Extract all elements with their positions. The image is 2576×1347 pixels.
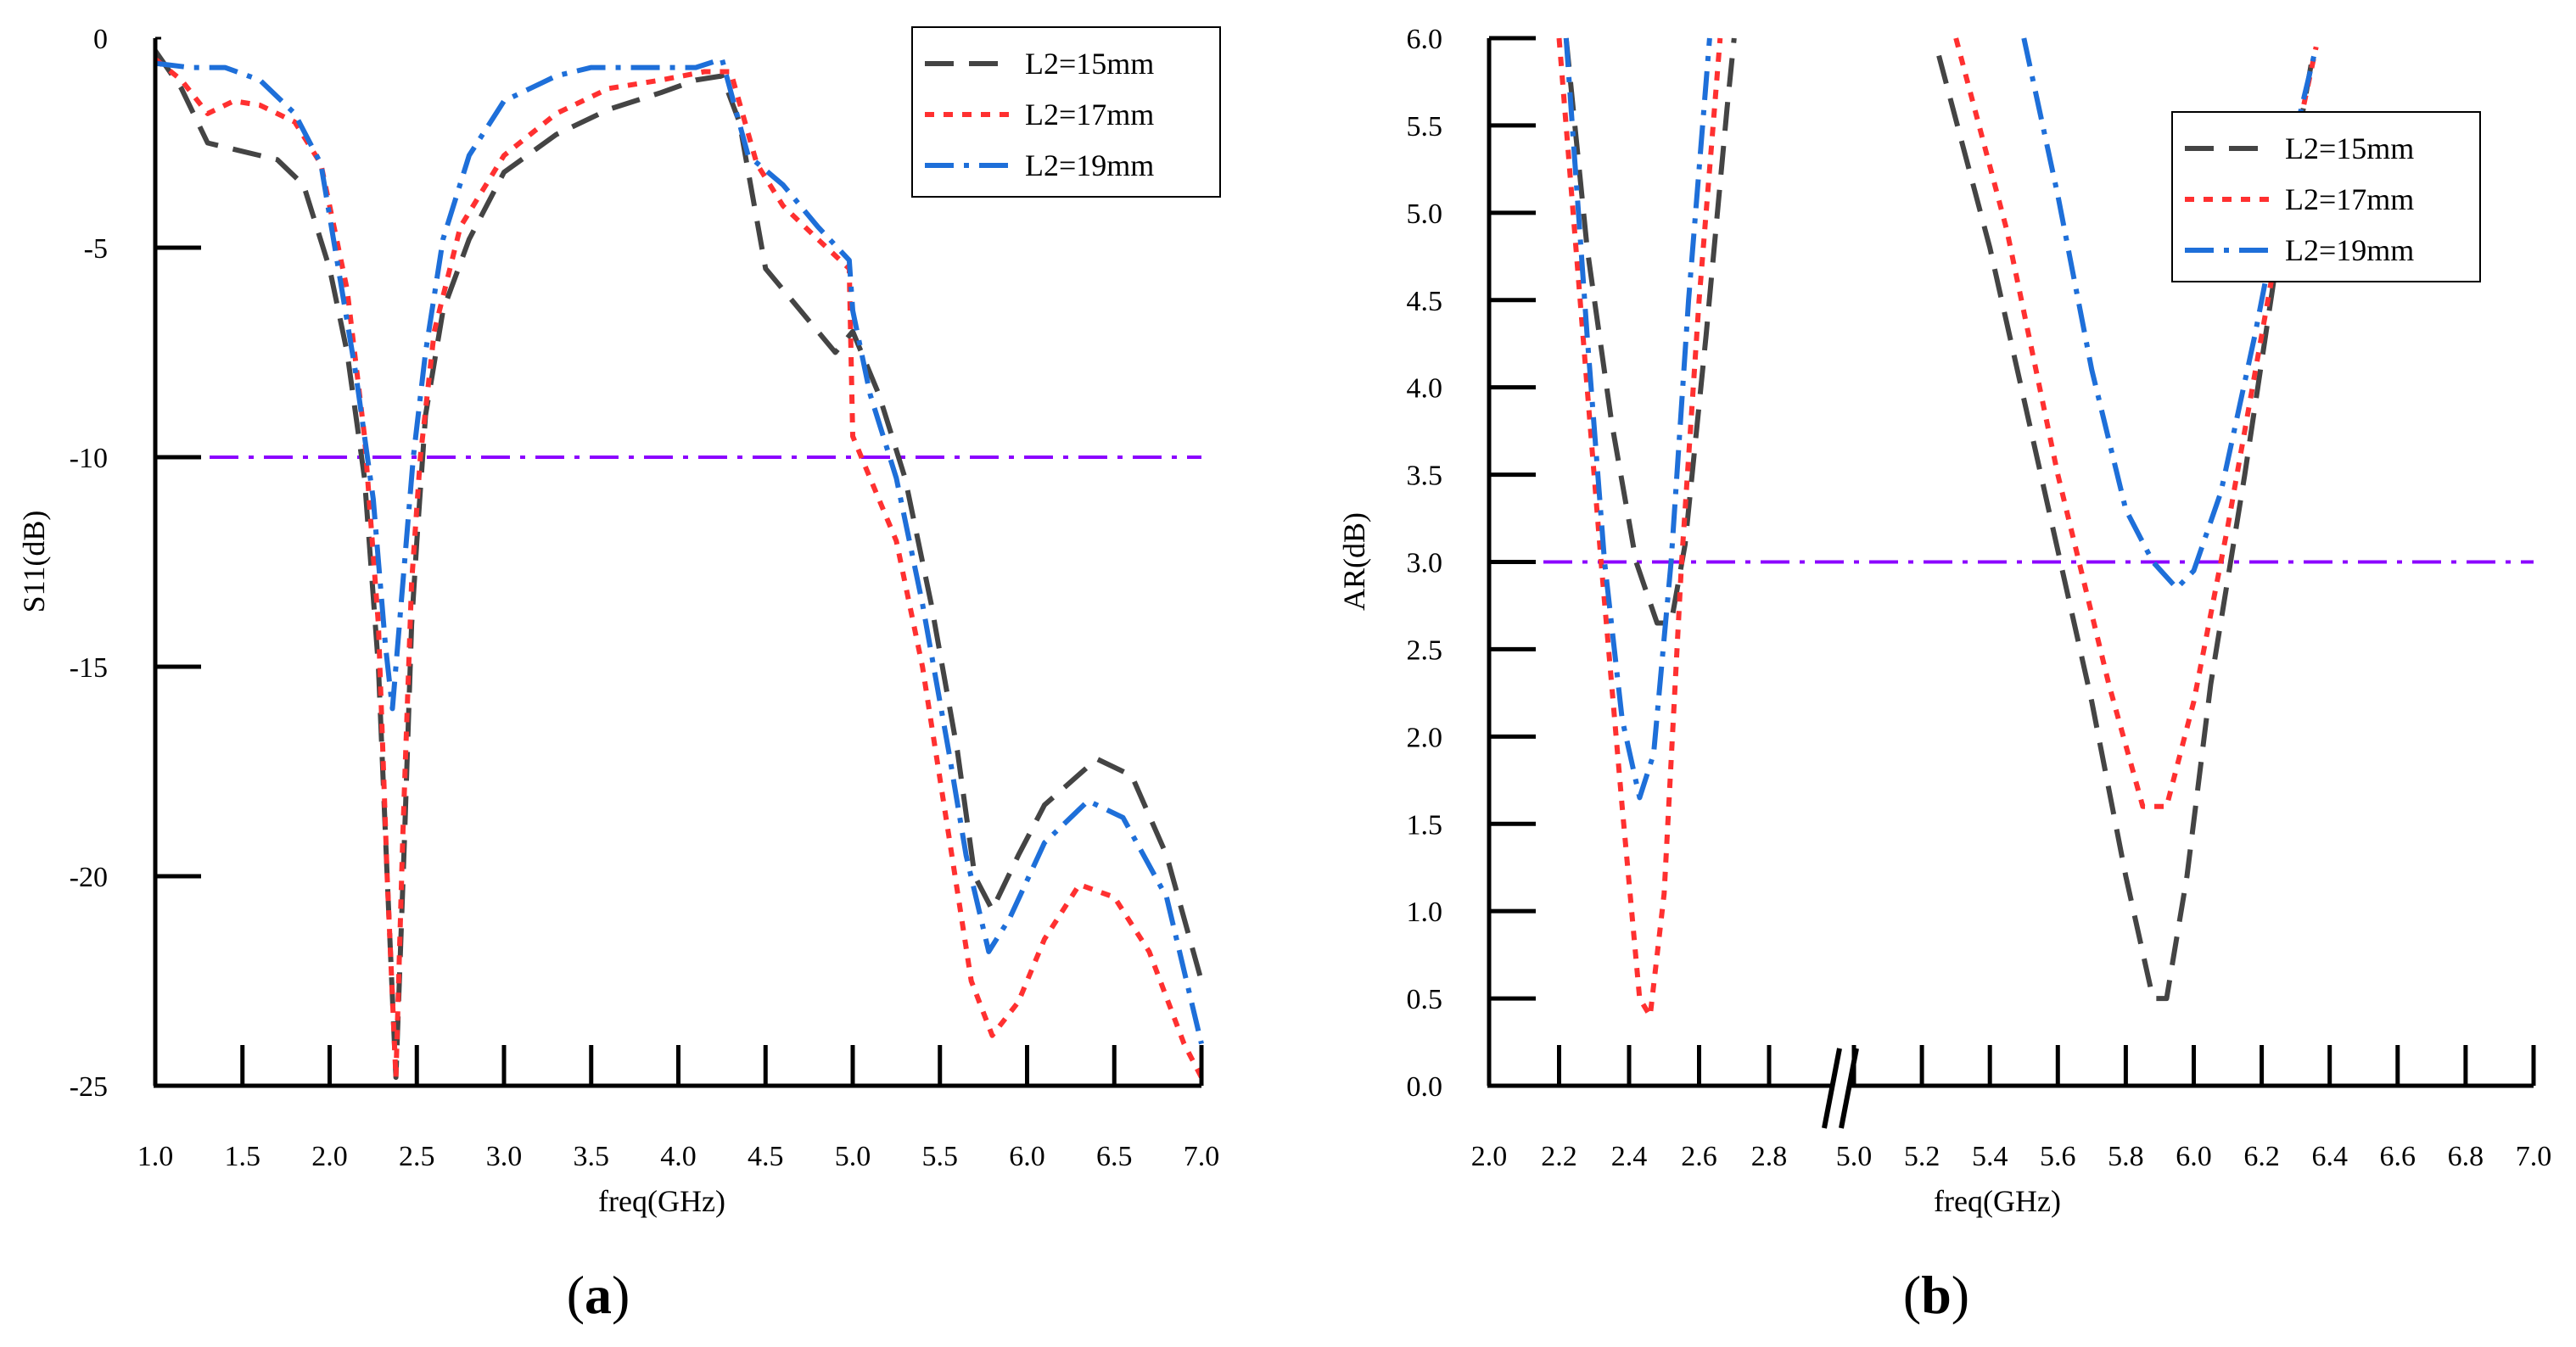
x-tick-label-b: 5.4: [1972, 1141, 2008, 1172]
series-group-a: [153, 49, 1204, 1081]
legend-label-a: L2=17mm: [1025, 98, 1154, 131]
x-tick-label-b: 2.8: [1751, 1141, 1788, 1172]
series-group-b: [1556, 37, 2319, 1019]
x-tick-label-b: 6.2: [2243, 1141, 2280, 1172]
y-tick-label-a: -5: [84, 233, 108, 265]
x-tick-label-a: 6.0: [1009, 1141, 1045, 1172]
x-axis-title-a: freq(GHz): [598, 1184, 725, 1218]
x-tick-label-a: 3.0: [486, 1141, 523, 1172]
y-tick-label-a: 0: [93, 24, 108, 55]
panel-b-ar-chart: 2.0 2.2 2.4 2.6 2.8 5.0 5.2 5.4 5.6 5.8 6.0 6.2 6.4 6…: [1337, 24, 2551, 1325]
series-line-a-l2-17mm: [154, 57, 1204, 1081]
series-line-b-l2-15mm-band2: [1936, 54, 2316, 1002]
legend-label-b: L2=17mm: [2285, 182, 2414, 216]
x-tick-label-b: 5.6: [2040, 1141, 2076, 1172]
series-line-a-l2-19mm: [154, 56, 1204, 1045]
x-tick-label-b: 2.2: [1541, 1141, 1577, 1172]
x-tick-label-b: 7.0: [2516, 1141, 2552, 1172]
axis-break-mark-1: [1822, 1048, 1842, 1129]
x-tick-label-a: 1.5: [225, 1141, 261, 1172]
y-tick-label-b: 3.0: [1407, 548, 1443, 579]
y-tick-label-b: 3.5: [1407, 461, 1443, 492]
x-tick-label-b: 6.8: [2448, 1141, 2484, 1172]
x-tick-label-a: 2.0: [311, 1141, 348, 1172]
x-tick-label-b: 5.2: [1904, 1141, 1940, 1172]
y-tick-label-b: 0.0: [1407, 1071, 1443, 1103]
y-axis-title-b: AR(dB): [1337, 512, 1371, 611]
legend-label-a: L2=15mm: [1025, 47, 1154, 81]
x-tick-label-b: 2.4: [1611, 1141, 1648, 1172]
x-axis-title-b: freq(GHz): [1934, 1184, 2061, 1218]
legend-a: L2=15mm L2=17mm L2=19mm: [911, 26, 1221, 198]
y-tick-label-b: 1.0: [1407, 897, 1443, 928]
panel-label-a: (a): [567, 1265, 630, 1325]
x-tick-label-a: 7.0: [1184, 1141, 1220, 1172]
y-ticks-b: 0.0 0.5 1.0 1.5 2.0 2.5 3.0 3.5 4.0 4.5 5.0 5.5 6.0: [1407, 24, 1536, 1103]
series-line-b-l2-15mm-band1: [1563, 37, 1737, 626]
y-tick-label-b: 1.5: [1407, 809, 1443, 841]
x-tick-label-a: 5.0: [835, 1141, 871, 1172]
x-tick-label-a: 3.5: [574, 1141, 610, 1172]
y-tick-label-b: 4.0: [1407, 373, 1443, 405]
y-tick-label-b: 5.0: [1407, 198, 1443, 230]
panel-label-b: (b): [1903, 1265, 1969, 1325]
x-tick-label-b: 6.0: [2176, 1141, 2212, 1172]
x-tick-label-a: 2.5: [399, 1141, 435, 1172]
y-tick-label-b: 5.5: [1407, 111, 1443, 143]
y-tick-label-a: -25: [70, 1071, 108, 1103]
x-ticks-b: 2.0 2.2 2.4 2.6 2.8 5.0 5.2 5.4 5.6 5.8 6.0 6.2 6.4 6…: [1471, 1045, 2552, 1172]
y-tick-label-b: 0.5: [1407, 984, 1443, 1015]
series-line-b-l2-19mm-band1: [1563, 37, 1712, 801]
x-tick-label-a: 5.5: [922, 1141, 959, 1172]
x-tick-label-b: 2.6: [1681, 1141, 1717, 1172]
legend-label-b: L2=19mm: [2285, 233, 2414, 267]
y-tick-label-a: -20: [70, 862, 108, 893]
x-tick-label-a: 1.0: [137, 1141, 174, 1172]
y-ticks-a: 0 -5 -10 -15 -20 -25: [70, 24, 201, 1103]
y-tick-label-a: -15: [70, 652, 108, 684]
y-tick-label-a: -10: [70, 443, 108, 474]
x-tick-label-a: 4.0: [660, 1141, 697, 1172]
panel-a-s11-chart: 1.0 1.5 2.0 2.5 3.0 3.5 4.0 4.5 5.0 5.5 6.0 6.5 7.0 …: [17, 24, 1221, 1325]
x-tick-label-a: 4.5: [748, 1141, 784, 1172]
series-line-b-l2-19mm-band2: [2021, 37, 2319, 591]
x-tick-label-b: 5.8: [2108, 1141, 2144, 1172]
x-tick-label-b: 5.0: [1836, 1141, 1873, 1172]
legend-label-a: L2=19mm: [1025, 148, 1154, 182]
x-tick-label-b: 2.0: [1471, 1141, 1508, 1172]
legend-label-b: L2=15mm: [2285, 131, 2414, 165]
x-tick-label-b: 6.4: [2311, 1141, 2348, 1172]
y-axis-title-a: S11(dB): [17, 511, 51, 613]
x-tick-label-b: 6.6: [2380, 1141, 2416, 1172]
legend-b: L2=15mm L2=17mm L2=19mm: [2171, 111, 2481, 282]
y-tick-label-b: 2.0: [1407, 722, 1443, 753]
series-line-b-l2-17mm-band1: [1556, 37, 1723, 1019]
y-tick-label-b: 2.5: [1407, 634, 1443, 666]
series-line-a-l2-15mm: [153, 49, 1204, 1081]
y-tick-label-b: 4.5: [1407, 286, 1443, 317]
y-tick-label-b: 6.0: [1407, 24, 1443, 55]
x-ticks-a: 1.0 1.5 2.0 2.5 3.0 3.5 4.0 4.5 5.0 5.5 6.0 6.5 7.0: [137, 1045, 1220, 1172]
x-tick-label-a: 6.5: [1096, 1141, 1133, 1172]
